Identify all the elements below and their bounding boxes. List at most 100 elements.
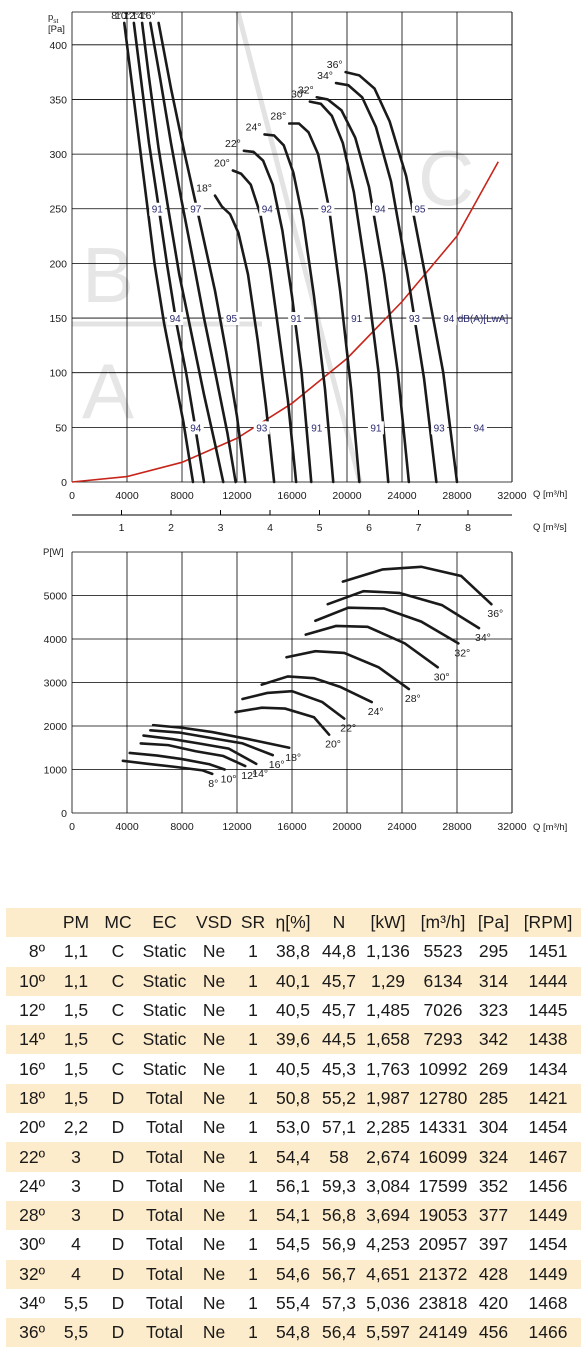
- table-cell: 1,1: [63, 941, 89, 962]
- zone-watermarks: B A C: [72, 11, 474, 483]
- table-cell: D: [111, 1234, 125, 1255]
- table-cell: Ne: [192, 1025, 236, 1055]
- table-cell: 1,485: [366, 1000, 410, 1021]
- table-cell: 1: [248, 1175, 258, 1196]
- sound-label-1-0: 94: [170, 314, 182, 325]
- table-cell: 6134: [414, 966, 472, 996]
- sound-label-bg-0-2: [259, 202, 276, 216]
- pressure-curve-label-9: 28°: [270, 110, 286, 122]
- table-cell: 56,9: [321, 1234, 357, 1255]
- table-cell: 377: [472, 1200, 515, 1231]
- power-x-tick-label-3: 12000: [222, 821, 251, 833]
- table-cell: 1: [236, 1200, 270, 1231]
- table-cell: 14331: [418, 1117, 468, 1138]
- pressure-curve-label-2: 12°: [123, 10, 139, 22]
- x-tick-label-2: 8000: [170, 490, 194, 502]
- table-row: 28º 3 D Total Ne 1 54,1 56,8 3,694 19053 377 1449: [6, 1200, 581, 1231]
- table-cell: 54,5: [275, 1234, 311, 1255]
- table-cell: 3: [53, 1142, 99, 1172]
- table-cell: 54,4: [270, 1142, 316, 1172]
- y-tick-label-4: 200: [49, 258, 67, 270]
- pressure-axis-labels: pst [Pa] Q [m³/h] Q [m³/s]: [48, 12, 567, 533]
- table-cell: Ne: [192, 1200, 236, 1231]
- x-tick-label-4: 16000: [277, 490, 306, 502]
- pressure-curve-label-0: 8°: [111, 10, 121, 22]
- y-tick-label-0: 0: [61, 477, 67, 489]
- power-y-tick-label-0: 0: [61, 808, 67, 820]
- power-x-tick-label-7: 28000: [442, 821, 471, 833]
- table-cell: D: [99, 1142, 137, 1172]
- table-cell: Ne: [202, 1234, 226, 1255]
- table-cell: 4,253: [366, 1234, 410, 1255]
- table-cell: 32º: [6, 1259, 53, 1289]
- table-header-cell: EC: [137, 908, 192, 938]
- power-curve-6: [234, 706, 331, 736]
- table-header-cell: [Pa]: [472, 908, 515, 938]
- table-cell: Static: [142, 1058, 187, 1079]
- table-cell: 55,2: [316, 1083, 362, 1114]
- table-cell: 16º: [19, 1058, 45, 1079]
- table-cell: 323: [478, 1000, 509, 1021]
- table-cell: 269: [478, 1058, 509, 1079]
- sound-label-bg-2-2: [308, 421, 325, 435]
- table-cell: Total: [137, 1083, 192, 1114]
- zone-label-a: A: [82, 347, 134, 435]
- sound-label-0-5: 95: [414, 205, 426, 216]
- table-cell: 1: [248, 941, 258, 962]
- pressure-curve-label-5: 18°: [196, 183, 212, 195]
- secondary-tick-label-3: 4: [267, 522, 273, 534]
- power-curve-label-1: 10°: [221, 774, 237, 786]
- table-cell: 1,29: [362, 966, 414, 996]
- sound-label-bg-0-1: [187, 202, 204, 216]
- power-y-tick-label-3: 3000: [44, 678, 68, 690]
- power-x-tick-label-2: 8000: [170, 821, 194, 833]
- table-cell: 38,8: [275, 941, 311, 962]
- pressure-curve-9: [287, 122, 361, 484]
- table-cell: 1466: [515, 1318, 581, 1348]
- table-header-cell: VSD: [192, 908, 236, 938]
- power-curve-label-0: 8°: [208, 778, 218, 790]
- table-cell: 1: [248, 1293, 258, 1313]
- table-cell: C: [99, 966, 137, 996]
- table-cell: 314: [472, 966, 515, 996]
- secondary-tick-label-0: 1: [119, 522, 125, 534]
- table-cell: 12780: [414, 1083, 472, 1114]
- power-curve-2: [139, 742, 247, 768]
- table-cell: 56,8: [316, 1200, 362, 1231]
- secondary-tick-label-4: 5: [317, 522, 323, 534]
- power-curve-label-8: 24°: [368, 706, 384, 718]
- table-cell: 397: [478, 1234, 509, 1255]
- pressure-curves: 8°10°12°14°16° 18° 20° 22° 24° 28° 30°32°34°36…: [111, 10, 459, 484]
- table-cell: 8º: [28, 941, 45, 962]
- zone-label-b: B: [82, 231, 134, 319]
- sound-label-bg-2-5: [471, 421, 487, 435]
- zone-divider-diagonal: [235, 11, 363, 483]
- sound-label-0-4: 94: [374, 205, 386, 216]
- table-cell: 22º: [6, 1142, 53, 1172]
- table-row: 34º 5,5 D Total Ne 1 55,4 57,3 5,036 23818 420 1468: [6, 1289, 581, 1318]
- power-y-tick-label-2: 2000: [44, 721, 68, 733]
- table-cell: 5,597: [362, 1318, 414, 1348]
- sound-label-bg-1-3: [348, 312, 365, 326]
- table-row: 12º 1,5 C Static Ne 1 40,5 45,7 1,485 7026 323 1445: [6, 996, 581, 1025]
- table-cell: 56,1: [275, 1175, 311, 1196]
- table-cell: 1,5: [63, 1000, 89, 1021]
- pressure-curve-label-4: 16°: [140, 10, 156, 22]
- table-cell: 45,3: [321, 1058, 357, 1079]
- power-curves: 8° 10° 12°14°16°18° 20° 22° 24° 28° 30° 32° 34° 36…: [121, 565, 503, 790]
- table-cell: Ne: [202, 1175, 226, 1196]
- power-curve-label-2: 12°: [241, 770, 257, 782]
- pressure-curve-label-8: 24°: [246, 121, 262, 133]
- sound-label-0-2: 94: [262, 205, 274, 216]
- table-cell: 2,285: [366, 1117, 410, 1138]
- pressure-curve-3: [149, 21, 237, 484]
- power-curve-0: [121, 759, 214, 776]
- power-curve-3: [142, 734, 258, 766]
- table-cell: 40,5: [275, 1058, 311, 1079]
- table-cell: Ne: [192, 1142, 236, 1172]
- table-cell: 1468: [528, 1293, 568, 1313]
- table-cell: 57,1: [321, 1117, 357, 1138]
- table-cell: 2,674: [362, 1142, 414, 1172]
- table-cell: 39,6: [270, 1025, 316, 1055]
- y-tick-label-8: 400: [49, 40, 67, 52]
